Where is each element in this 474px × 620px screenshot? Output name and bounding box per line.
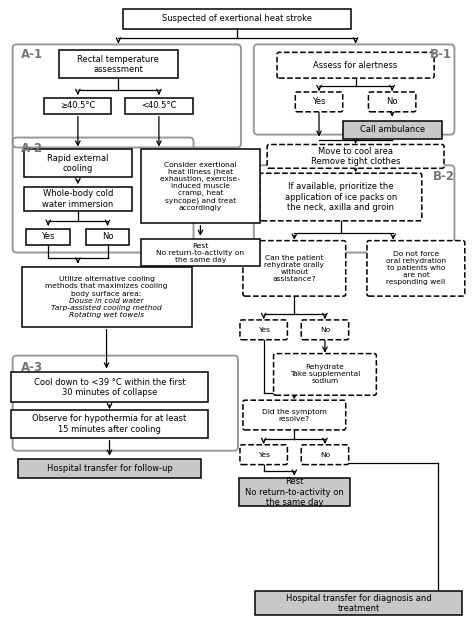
- Text: Rapid external
cooling: Rapid external cooling: [47, 154, 109, 173]
- FancyBboxPatch shape: [277, 52, 434, 78]
- FancyBboxPatch shape: [240, 320, 287, 340]
- FancyBboxPatch shape: [267, 144, 444, 168]
- Bar: [11, 373, 209, 402]
- Text: No: No: [320, 327, 330, 333]
- Bar: [141, 149, 260, 223]
- Text: Cool down to <39 °C within the first
30 minutes of collapse: Cool down to <39 °C within the first 30 …: [34, 378, 185, 397]
- Text: No: No: [320, 452, 330, 458]
- Text: Consider exertional
heat illness (heat
exhaustion, exercise-
induced muscle
cram: Consider exertional heat illness (heat e…: [161, 162, 240, 211]
- Text: Rest
No return-to-activity on
the same day: Rest No return-to-activity on the same d…: [156, 242, 245, 262]
- Text: A-1: A-1: [20, 48, 43, 61]
- Bar: [141, 239, 260, 267]
- Text: Rectal temperature
assessment: Rectal temperature assessment: [77, 55, 159, 74]
- Text: Douse in cold water: Douse in cold water: [69, 298, 144, 304]
- Text: Rotating wet towels: Rotating wet towels: [69, 312, 144, 318]
- FancyBboxPatch shape: [368, 92, 416, 112]
- Text: Yes: Yes: [258, 327, 270, 333]
- Bar: [123, 9, 351, 29]
- Bar: [27, 229, 70, 245]
- Text: Rehydrate
Take supplemental
sodium: Rehydrate Take supplemental sodium: [290, 365, 360, 384]
- Text: Observe for hypothermia for at least
15 minutes after cooling: Observe for hypothermia for at least 15 …: [32, 414, 187, 433]
- Text: If available, prioritize the
application of ice packs on
the neck, axilla and gr: If available, prioritize the application…: [285, 182, 397, 212]
- FancyBboxPatch shape: [367, 241, 465, 296]
- Text: A-2: A-2: [20, 142, 43, 155]
- Text: Did the symptom
resolve?: Did the symptom resolve?: [262, 409, 327, 422]
- Text: Yes: Yes: [258, 452, 270, 458]
- FancyBboxPatch shape: [260, 173, 422, 221]
- Text: Hospital transfer for diagnosis and
treatment: Hospital transfer for diagnosis and trea…: [286, 593, 431, 613]
- FancyBboxPatch shape: [273, 353, 376, 395]
- FancyBboxPatch shape: [240, 445, 287, 464]
- Text: ≥40.5°C: ≥40.5°C: [60, 101, 96, 110]
- Bar: [255, 591, 462, 615]
- Bar: [24, 187, 132, 211]
- Text: Assess for alertness: Assess for alertness: [313, 61, 398, 69]
- Text: No: No: [102, 232, 113, 241]
- Text: Move to cool area
Remove tight clothes: Move to cool area Remove tight clothes: [311, 147, 401, 166]
- FancyBboxPatch shape: [243, 241, 346, 296]
- Text: Can the patient
rehydrate orally
without
assistance?: Can the patient rehydrate orally without…: [264, 255, 324, 282]
- Bar: [18, 459, 201, 479]
- Bar: [343, 121, 442, 138]
- Text: Suspected of exertional heat stroke: Suspected of exertional heat stroke: [162, 14, 312, 23]
- Bar: [239, 479, 350, 506]
- Text: A-3: A-3: [20, 361, 43, 374]
- FancyBboxPatch shape: [243, 400, 346, 430]
- Text: Utilize alternative cooling: Utilize alternative cooling: [59, 276, 155, 282]
- Bar: [125, 98, 192, 114]
- Text: methods that maximizes cooling: methods that maximizes cooling: [46, 283, 168, 290]
- Text: Tarp-assisted cooling method: Tarp-assisted cooling method: [51, 305, 162, 311]
- Text: Yes: Yes: [312, 97, 326, 107]
- Text: No: No: [386, 97, 398, 107]
- Text: body surface area:: body surface area:: [72, 291, 142, 296]
- Text: B-1: B-1: [430, 48, 452, 61]
- Bar: [24, 149, 132, 177]
- Bar: [86, 229, 129, 245]
- Text: Hospital transfer for follow-up: Hospital transfer for follow-up: [46, 464, 173, 473]
- FancyBboxPatch shape: [301, 445, 349, 464]
- Bar: [44, 98, 111, 114]
- Text: Whole-body cold
water immersion: Whole-body cold water immersion: [42, 189, 113, 209]
- FancyBboxPatch shape: [295, 92, 343, 112]
- Text: Rest
No return-to-activity on
the same day: Rest No return-to-activity on the same d…: [245, 477, 344, 507]
- Bar: [59, 50, 178, 78]
- FancyBboxPatch shape: [301, 320, 349, 340]
- Text: Do not force
oral rehydration
to patients who
are not
responding well: Do not force oral rehydration to patient…: [386, 251, 446, 285]
- Text: Yes: Yes: [42, 232, 55, 241]
- Text: <40.5°C: <40.5°C: [141, 101, 177, 110]
- Text: Call ambulance: Call ambulance: [360, 125, 425, 134]
- Bar: [11, 410, 209, 438]
- Text: B-2: B-2: [433, 170, 455, 183]
- Bar: [21, 267, 191, 327]
